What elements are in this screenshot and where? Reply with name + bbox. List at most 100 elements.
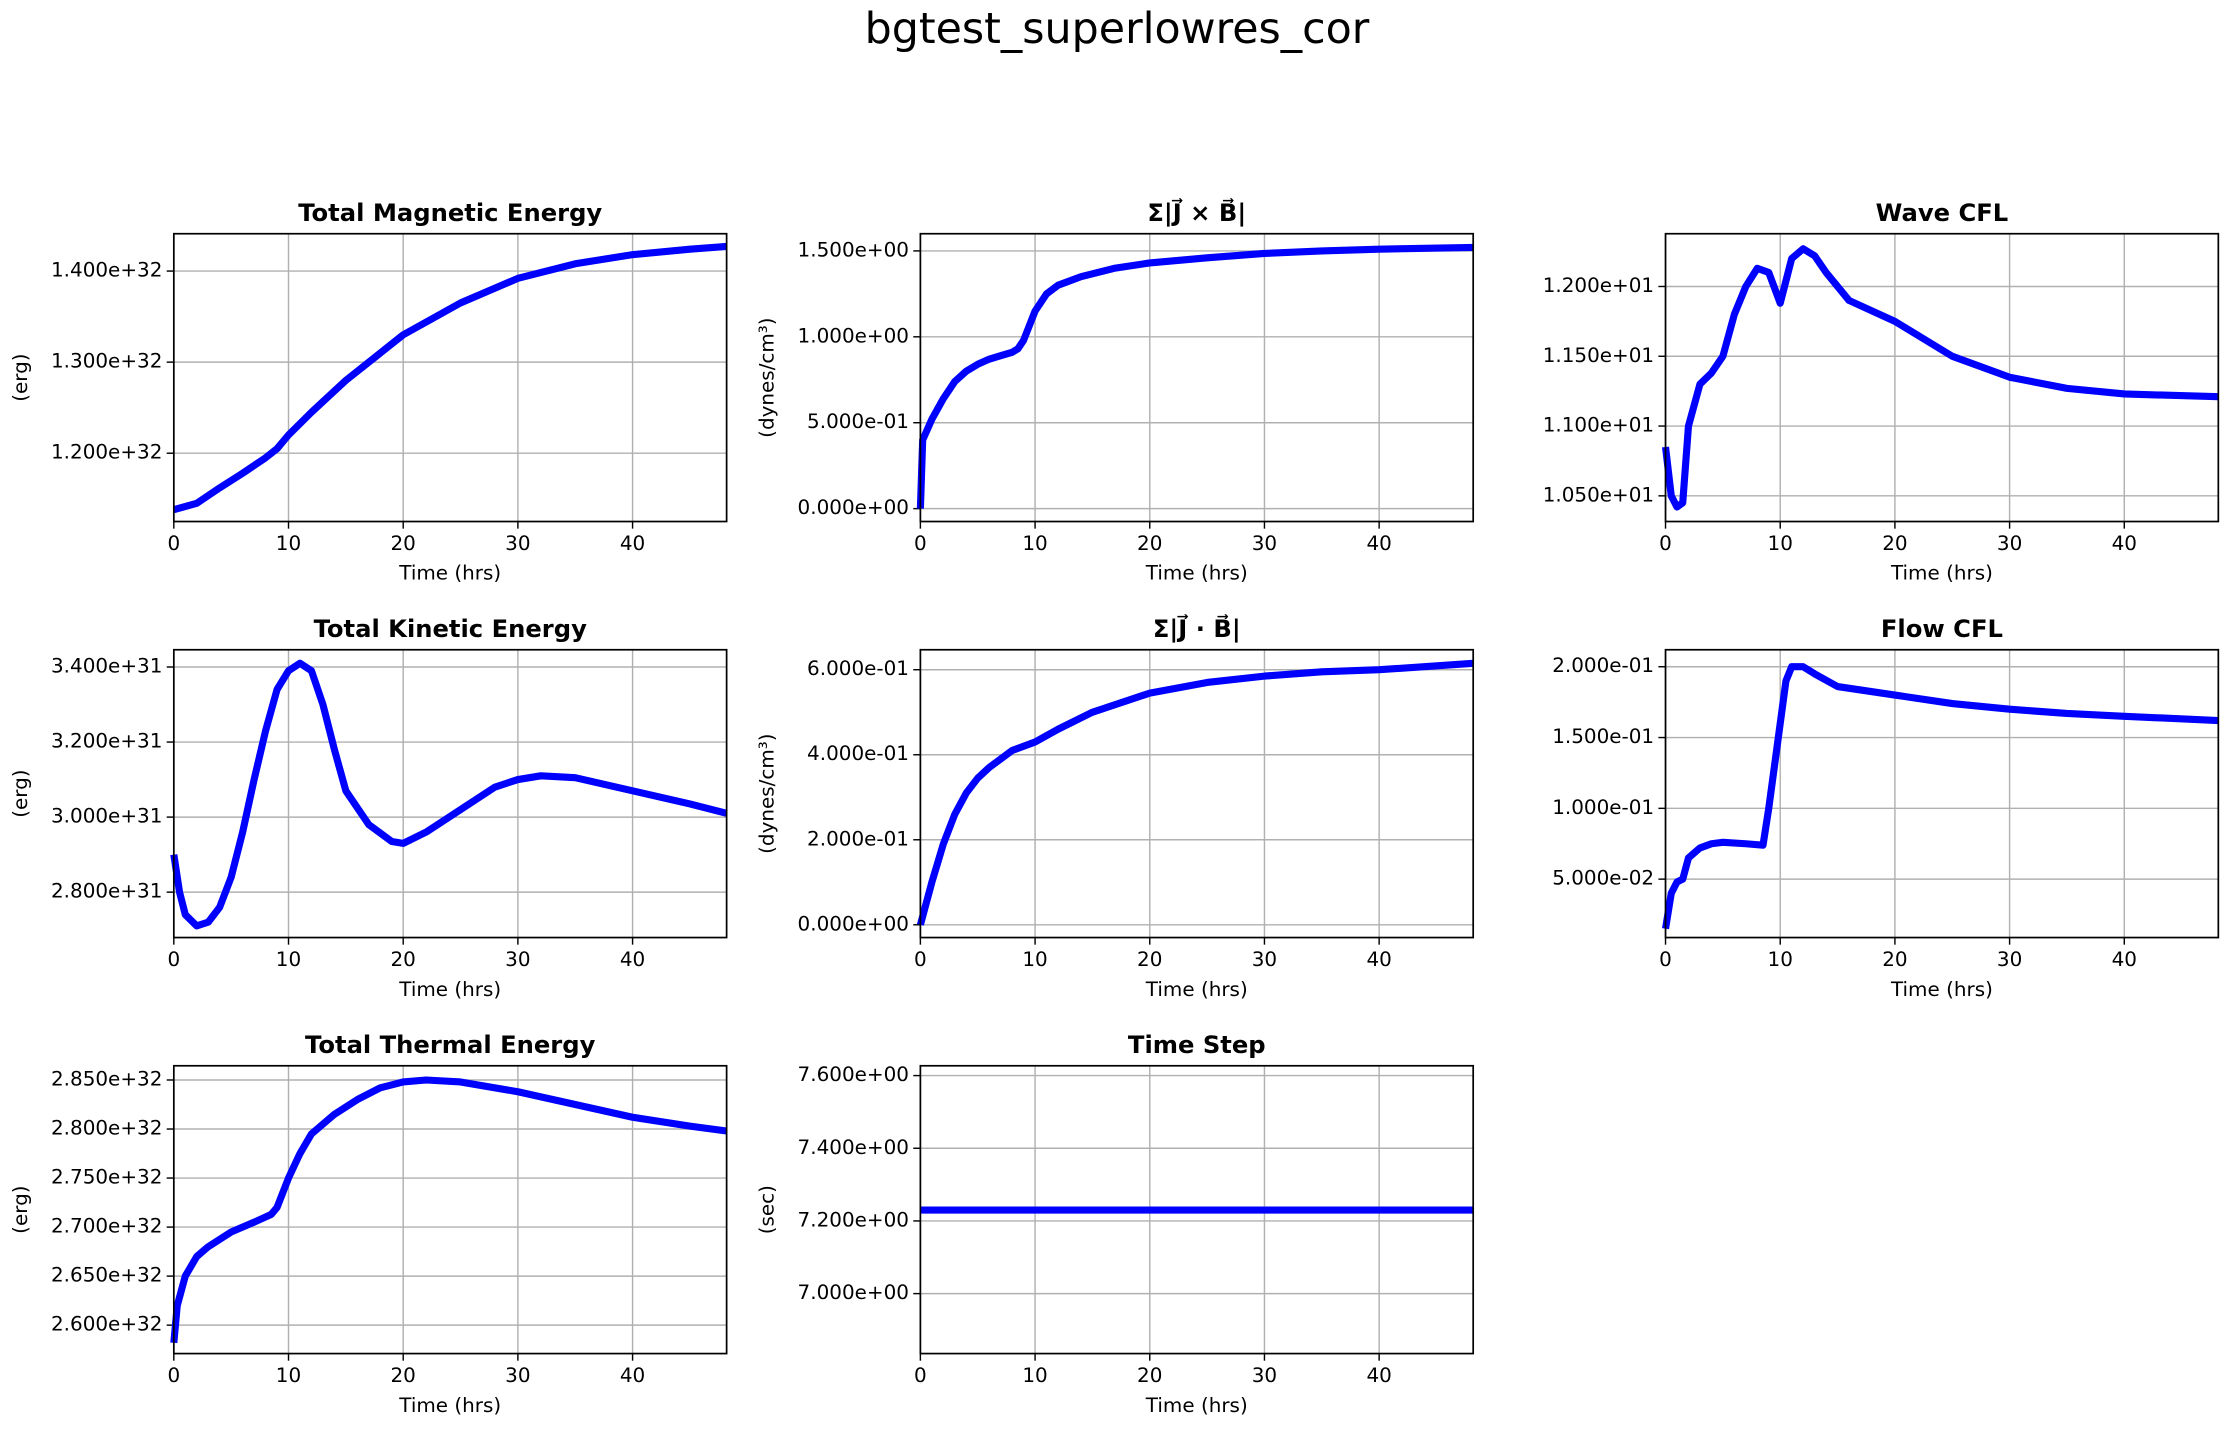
x-tick-label: 20	[391, 947, 416, 971]
y-tick-label: 3.400e+31	[51, 654, 162, 678]
y-tick-label: 7.000e+00	[798, 1280, 909, 1304]
x-tick-label: 20	[391, 531, 416, 555]
data-line	[170, 1076, 728, 1344]
y-tick-label: 7.600e+00	[798, 1062, 909, 1086]
x-tick-label: 0	[167, 531, 180, 555]
x-tick-label: 30	[505, 1363, 530, 1387]
x-tick-label: 30	[1252, 1363, 1277, 1387]
x-axis-label: Time (hrs)	[1145, 977, 1248, 1001]
x-tick-label: 30	[1252, 531, 1277, 555]
plot-frame	[1664, 232, 2220, 523]
x-tick-label: 30	[1997, 531, 2022, 555]
x-tick-label: 0	[914, 531, 927, 555]
figure-title: bgtest_superlowres_cor	[865, 4, 1370, 54]
x-tick-label: 10	[1022, 1363, 1047, 1387]
x-tick-label: 40	[1366, 947, 1391, 971]
plot-title: Time Step	[1128, 1031, 1266, 1059]
x-tick-label: 10	[1022, 947, 1047, 971]
y-tick-label: 1.400e+32	[51, 258, 162, 282]
x-tick-label: 30	[505, 531, 530, 555]
x-tick-label: 0	[167, 947, 180, 971]
x-tick-label: 10	[276, 947, 301, 971]
data-line	[1661, 245, 2219, 511]
x-tick-label: 20	[1882, 947, 1907, 971]
x-axis-label: Time (hrs)	[1890, 977, 1993, 1001]
plot-frame	[172, 648, 728, 939]
y-tick-label: 1.200e+32	[51, 440, 162, 464]
y-tick-label: 4.000e-01	[807, 741, 909, 765]
y-tick-label: 0.000e+00	[798, 911, 909, 935]
data-line	[916, 243, 1474, 509]
data-line	[916, 659, 1474, 926]
x-tick-label: 40	[2112, 531, 2137, 555]
x-tick-label: 10	[276, 1363, 301, 1387]
plot-title: Flow CFL	[1881, 615, 2003, 643]
y-tick-label: 2.800e+32	[51, 1116, 162, 1140]
x-axis-label: Time (hrs)	[398, 977, 501, 1001]
y-tick-label: 2.700e+32	[51, 1214, 162, 1238]
y-tick-label: 1.200e+01	[1543, 273, 1654, 297]
x-tick-label: 0	[167, 1363, 180, 1387]
x-tick-label: 30	[505, 947, 530, 971]
x-tick-label: 40	[620, 1363, 645, 1387]
plot-frame	[172, 1064, 728, 1355]
plot-title: Wave CFL	[1876, 199, 2009, 227]
y-tick-label: 6.000e-01	[807, 656, 909, 680]
x-tick-label: 20	[391, 1363, 416, 1387]
data-line	[1662, 663, 2219, 930]
plot-frame	[172, 232, 728, 523]
y-tick-label: 5.000e-01	[807, 409, 909, 433]
y-tick-label: 0.000e+00	[798, 495, 909, 519]
y-tick-label: 2.000e-01	[807, 826, 909, 850]
y-axis-label: (erg)	[8, 353, 32, 401]
y-tick-label: 7.400e+00	[798, 1135, 909, 1159]
y-tick-label: 2.600e+32	[51, 1312, 162, 1336]
x-tick-label: 40	[620, 531, 645, 555]
x-axis-label: Time (hrs)	[398, 561, 501, 585]
x-tick-label: 20	[1137, 531, 1162, 555]
y-tick-label: 7.200e+00	[798, 1207, 909, 1231]
plot-title: Total Kinetic Energy	[314, 615, 587, 643]
y-axis-label: (dynes/cm³)	[754, 317, 778, 437]
y-axis-label: (dynes/cm³)	[754, 733, 778, 853]
x-tick-label: 0	[914, 947, 927, 971]
y-tick-label: 2.000e-01	[1552, 653, 1654, 677]
x-tick-label: 20	[1882, 531, 1907, 555]
data-line	[172, 242, 727, 514]
x-tick-label: 40	[620, 947, 645, 971]
x-tick-label: 20	[1137, 947, 1162, 971]
x-tick-label: 30	[1252, 947, 1277, 971]
x-tick-label: 40	[1366, 531, 1391, 555]
y-tick-label: 1.300e+32	[51, 349, 162, 373]
x-tick-label: 0	[1659, 531, 1672, 555]
y-axis-label: (sec)	[754, 1185, 778, 1234]
plot-title: Total Magnetic Energy	[298, 199, 602, 227]
y-tick-label: 1.100e+01	[1543, 413, 1654, 437]
y-axis-label: (erg)	[8, 1186, 32, 1234]
plot-frame	[1664, 648, 2220, 939]
x-tick-label: 40	[2112, 947, 2137, 971]
x-axis-label: Time (hrs)	[398, 1393, 501, 1417]
plot-frame	[919, 232, 1475, 523]
plot-frame	[919, 648, 1475, 939]
x-axis-label: Time (hrs)	[1145, 561, 1248, 585]
y-tick-label: 2.800e+31	[51, 879, 162, 903]
x-tick-label: 40	[1366, 1363, 1391, 1387]
y-tick-label: 5.000e-02	[1552, 866, 1654, 890]
y-tick-label: 1.150e+01	[1543, 343, 1654, 367]
x-tick-label: 30	[1997, 947, 2022, 971]
y-tick-label: 2.850e+32	[51, 1066, 162, 1090]
x-tick-label: 0	[914, 1363, 927, 1387]
y-tick-label: 3.200e+31	[51, 729, 162, 753]
x-tick-label: 10	[1768, 531, 1793, 555]
plot-title: Σ|J⃗ × B⃗|	[1147, 197, 1246, 226]
plot-title: Total Thermal Energy	[305, 1031, 596, 1059]
data-line	[170, 659, 728, 930]
x-tick-label: 10	[276, 531, 301, 555]
y-tick-label: 1.000e-01	[1552, 795, 1654, 819]
x-axis-label: Time (hrs)	[1145, 1393, 1248, 1417]
x-tick-label: 0	[1659, 947, 1672, 971]
y-tick-label: 1.000e+00	[798, 323, 909, 347]
x-tick-label: 20	[1137, 1363, 1162, 1387]
